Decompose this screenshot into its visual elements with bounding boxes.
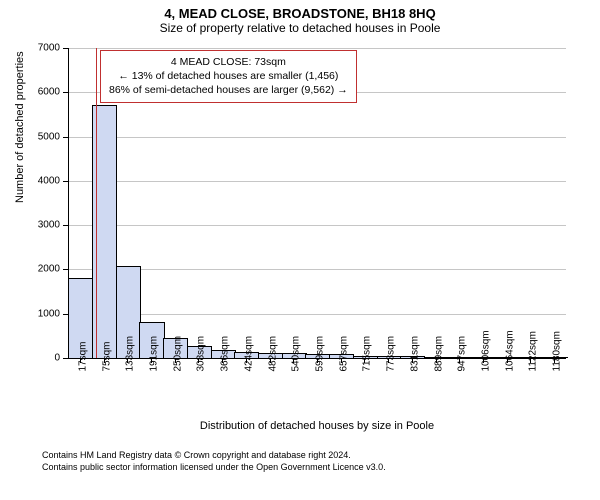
y-tick-label: 7000: [20, 43, 60, 54]
gridline: [68, 181, 566, 182]
y-tick-label: 4000: [20, 175, 60, 186]
gridline: [68, 225, 566, 226]
gridline: [68, 48, 566, 49]
x-axis-label: Distribution of detached houses by size …: [68, 420, 566, 432]
y-axis-line: [68, 48, 69, 358]
property-marker-line: [96, 48, 98, 358]
annotation-box: 4 MEAD CLOSE: 73sqm ← 13% of detached ho…: [100, 50, 357, 103]
y-tick-label: 1000: [20, 308, 60, 319]
annotation-line2: ← 13% of detached houses are smaller (1,…: [109, 69, 348, 83]
y-tick-label: 0: [20, 353, 60, 364]
y-tick-label: 6000: [20, 87, 60, 98]
annotation-line3: 86% of semi-detached houses are larger (…: [109, 83, 348, 97]
footer-line2: Contains public sector information licen…: [42, 462, 386, 474]
gridline: [68, 269, 566, 270]
page-title: 4, MEAD CLOSE, BROADSTONE, BH18 8HQ: [0, 0, 600, 21]
gridline: [68, 137, 566, 138]
annotation-line1: 4 MEAD CLOSE: 73sqm: [109, 55, 348, 69]
y-tick-label: 2000: [20, 264, 60, 275]
footer-line1: Contains HM Land Registry data © Crown c…: [42, 450, 386, 462]
page-subtitle: Size of property relative to detached ho…: [0, 21, 600, 39]
gridline: [68, 314, 566, 315]
y-tick-label: 3000: [20, 220, 60, 231]
y-tick-label: 5000: [20, 131, 60, 142]
footer-attribution: Contains HM Land Registry data © Crown c…: [42, 450, 386, 473]
